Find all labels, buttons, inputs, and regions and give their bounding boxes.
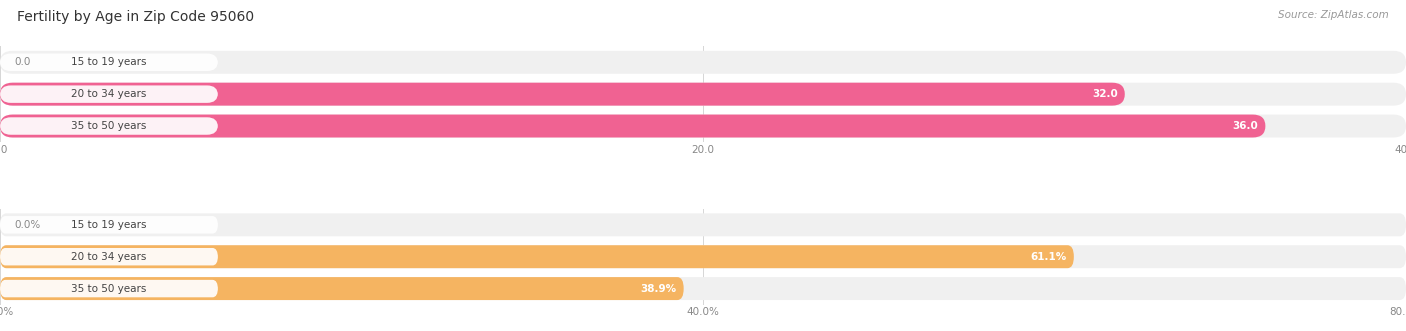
FancyBboxPatch shape <box>0 277 1406 300</box>
FancyBboxPatch shape <box>0 280 218 297</box>
Text: 36.0: 36.0 <box>1233 121 1258 131</box>
Text: 38.9%: 38.9% <box>641 284 676 294</box>
Text: 61.1%: 61.1% <box>1031 252 1067 262</box>
FancyBboxPatch shape <box>0 51 1406 74</box>
FancyBboxPatch shape <box>0 216 218 234</box>
FancyBboxPatch shape <box>0 115 1265 137</box>
Text: 20 to 34 years: 20 to 34 years <box>72 89 146 99</box>
FancyBboxPatch shape <box>0 248 218 265</box>
FancyBboxPatch shape <box>0 85 218 103</box>
Text: 15 to 19 years: 15 to 19 years <box>72 220 146 230</box>
Text: 32.0: 32.0 <box>1092 89 1118 99</box>
Text: 20 to 34 years: 20 to 34 years <box>72 252 146 262</box>
FancyBboxPatch shape <box>0 117 218 135</box>
FancyBboxPatch shape <box>0 213 1406 236</box>
Text: Fertility by Age in Zip Code 95060: Fertility by Age in Zip Code 95060 <box>17 10 254 24</box>
FancyBboxPatch shape <box>0 115 1406 137</box>
FancyBboxPatch shape <box>0 54 218 71</box>
Text: 35 to 50 years: 35 to 50 years <box>72 121 146 131</box>
FancyBboxPatch shape <box>0 277 683 300</box>
Text: Source: ZipAtlas.com: Source: ZipAtlas.com <box>1278 10 1389 20</box>
FancyBboxPatch shape <box>0 83 1406 106</box>
FancyBboxPatch shape <box>0 245 1406 268</box>
Text: 0.0: 0.0 <box>14 57 31 67</box>
Text: 0.0%: 0.0% <box>14 220 41 230</box>
Text: 35 to 50 years: 35 to 50 years <box>72 284 146 294</box>
FancyBboxPatch shape <box>0 83 1125 106</box>
Text: 15 to 19 years: 15 to 19 years <box>72 57 146 67</box>
FancyBboxPatch shape <box>0 245 1074 268</box>
